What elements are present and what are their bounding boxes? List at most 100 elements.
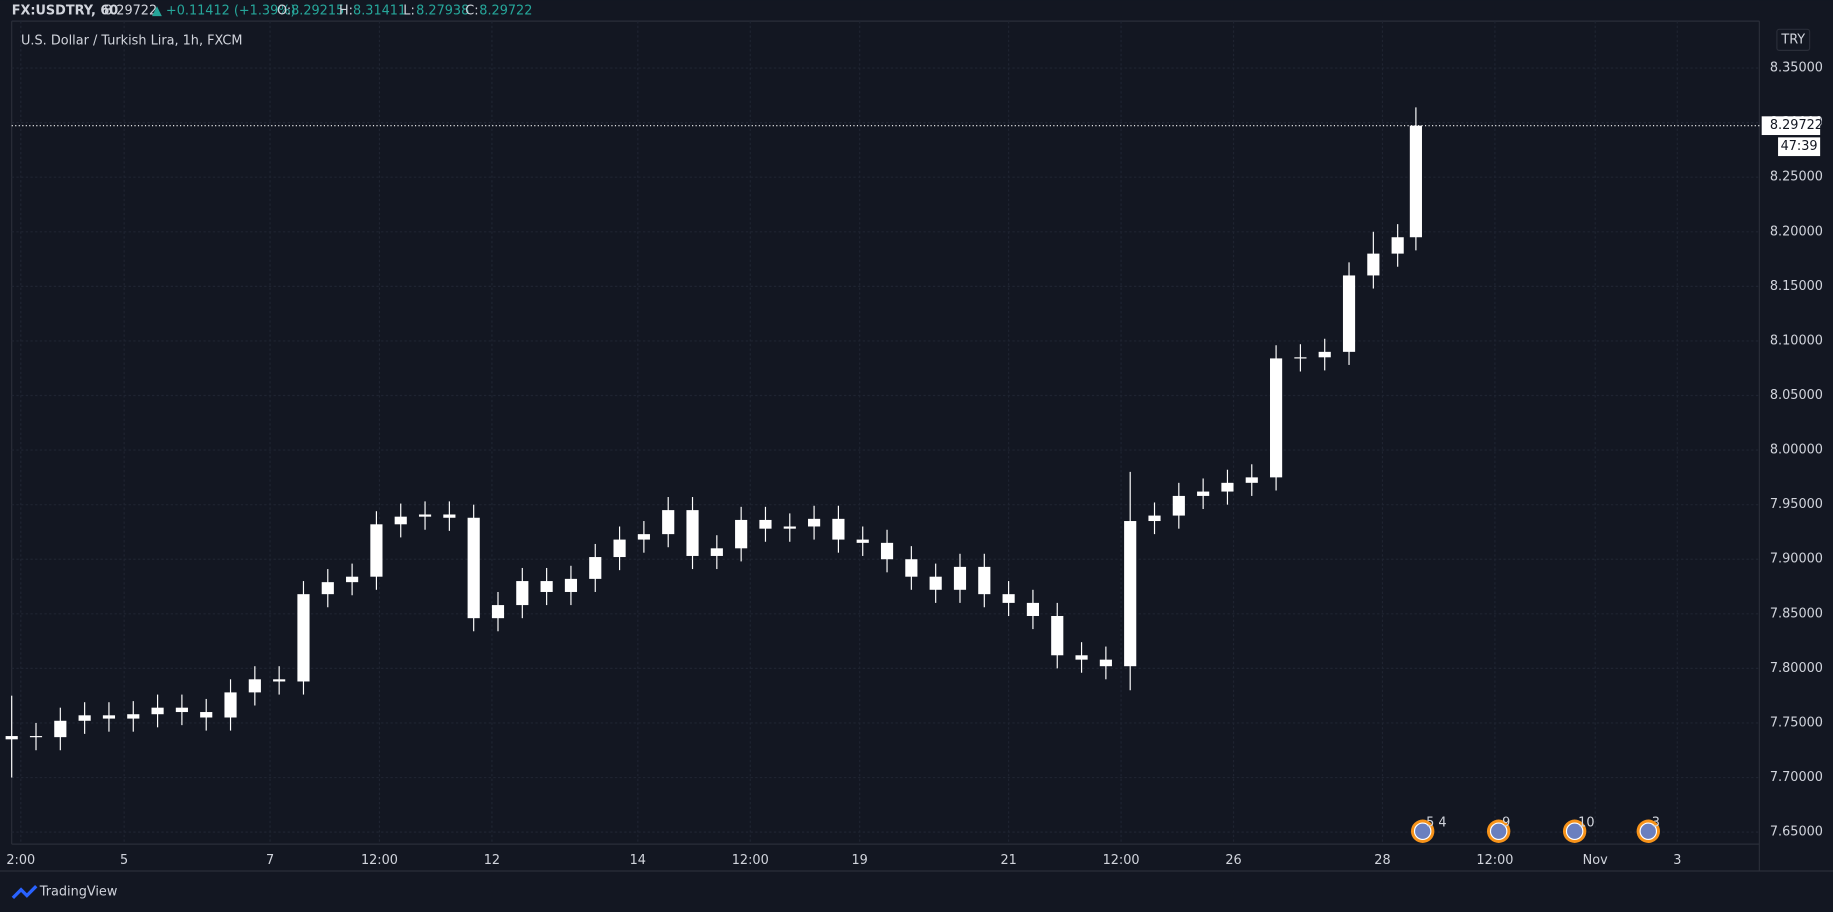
candle-body [394, 516, 407, 525]
x-tick-label: 5 [120, 853, 128, 868]
y-tick-label: 8.00000 [1770, 443, 1823, 458]
candle-body [224, 692, 237, 718]
event-count: 3 [1652, 816, 1660, 831]
y-tick-label: 7.95000 [1770, 497, 1823, 512]
candles [5, 107, 1422, 778]
c: 8.29722 [479, 3, 532, 18]
x-tick-label: 26 [1225, 853, 1241, 868]
candle-body [1391, 237, 1404, 254]
candle-body [540, 581, 553, 592]
x-tick-label: Nov [1583, 853, 1608, 868]
brand: TradingView [39, 885, 118, 900]
change: ▲ +0.11412 (+1.39%) [152, 3, 296, 18]
x-tick-label: 7 [266, 853, 274, 868]
candle-body [443, 514, 456, 518]
candle-body [1245, 477, 1258, 483]
x-tick-label: 12:00 [732, 853, 769, 868]
x-tick-label: 19 [852, 853, 868, 868]
candle-body [78, 715, 91, 721]
x-tick-label: 3 [1673, 853, 1681, 868]
o-label: O: [277, 3, 291, 18]
candle-body [564, 578, 578, 592]
h-label: H: [339, 3, 353, 18]
candle-body [127, 714, 140, 719]
candle-body [953, 566, 967, 590]
x-tick-label: 12 [484, 853, 500, 868]
candle-body [1051, 615, 1064, 656]
candle-body [1099, 659, 1112, 667]
candle-body [29, 736, 43, 738]
candle-body [467, 517, 480, 619]
o: 8.29215 [291, 3, 344, 18]
candle-body [1172, 495, 1185, 516]
countdown-text: 47:39 [1781, 139, 1818, 154]
y-tick-label: 8.35000 [1770, 61, 1823, 76]
x-tick-label: 2:00 [6, 853, 35, 868]
candle-body [370, 524, 383, 577]
last: 8.29722 [104, 3, 157, 18]
candle-body [1148, 515, 1161, 522]
candle-body [102, 715, 116, 719]
candle-body [856, 539, 869, 543]
l-label: L: [403, 3, 414, 18]
candle-body [613, 539, 626, 558]
candle-body [929, 576, 942, 590]
symbol: FX:USDTRY, 60 [12, 3, 119, 18]
x-tick-label: 14 [630, 853, 646, 868]
y-tick-label: 7.90000 [1770, 552, 1823, 567]
candle-body [1270, 358, 1283, 478]
logo-icon [11, 885, 38, 900]
candle-body [1342, 275, 1356, 352]
candle-body [710, 548, 723, 556]
h: 8.31411 [353, 3, 406, 18]
candle-body [321, 582, 334, 595]
header: FX:USDTRY, 60 8.29722 ▲ +0.11412 (+1.39%… [12, 3, 533, 18]
candle-body [1075, 655, 1088, 660]
event-count: 5 4 [1426, 816, 1446, 831]
event-count: 10 [1578, 816, 1594, 831]
l: 8.27938 [416, 3, 469, 18]
candle-body [1221, 482, 1234, 492]
y-tick-label: 7.70000 [1770, 770, 1823, 785]
candle-body [418, 514, 432, 517]
candle-body [905, 559, 918, 577]
candle-body [248, 679, 261, 693]
price-tag-text: 8.29722 [1770, 118, 1823, 133]
event-icon-inner [1565, 822, 1584, 841]
candle-body [808, 518, 821, 527]
candle-body [589, 557, 602, 579]
event-icon-inner [1413, 822, 1432, 841]
candle-body [662, 510, 675, 535]
candle-body [978, 566, 991, 595]
candle-body [1026, 602, 1040, 616]
y-tick-label: 8.05000 [1770, 388, 1823, 403]
x-tick-label: 12:00 [1103, 853, 1140, 868]
candle-body [783, 526, 796, 529]
candle-body [1124, 521, 1137, 667]
candle-body [1367, 253, 1380, 276]
currency-button[interactable] [1776, 28, 1811, 51]
candle-body [297, 594, 310, 682]
candle-body [1294, 357, 1307, 359]
candle-body [151, 707, 164, 715]
x-tick-label: 21 [1000, 853, 1016, 868]
y-tick-label: 7.75000 [1770, 715, 1823, 730]
y-tick-label: 8.20000 [1770, 224, 1823, 239]
candle-body [273, 679, 286, 682]
candle-body [1002, 594, 1015, 603]
countdown-tag [1778, 137, 1821, 157]
event-count: 9 [1502, 816, 1510, 831]
candle-body [735, 519, 748, 549]
labels: 7.65000 7.70000 7.75000 7.80000 7.85000 7.900… [6, 61, 1823, 868]
candle-body [637, 534, 650, 540]
currency[interactable]: TRY [1780, 32, 1805, 47]
candle-body [54, 720, 67, 738]
x-tick-label: 28 [1374, 853, 1390, 868]
candle-body [832, 518, 845, 540]
y-tick-label: 8.10000 [1770, 333, 1823, 348]
candle-body [880, 542, 894, 560]
footer-logo: TradingView [11, 885, 118, 900]
grid [11, 21, 1760, 845]
